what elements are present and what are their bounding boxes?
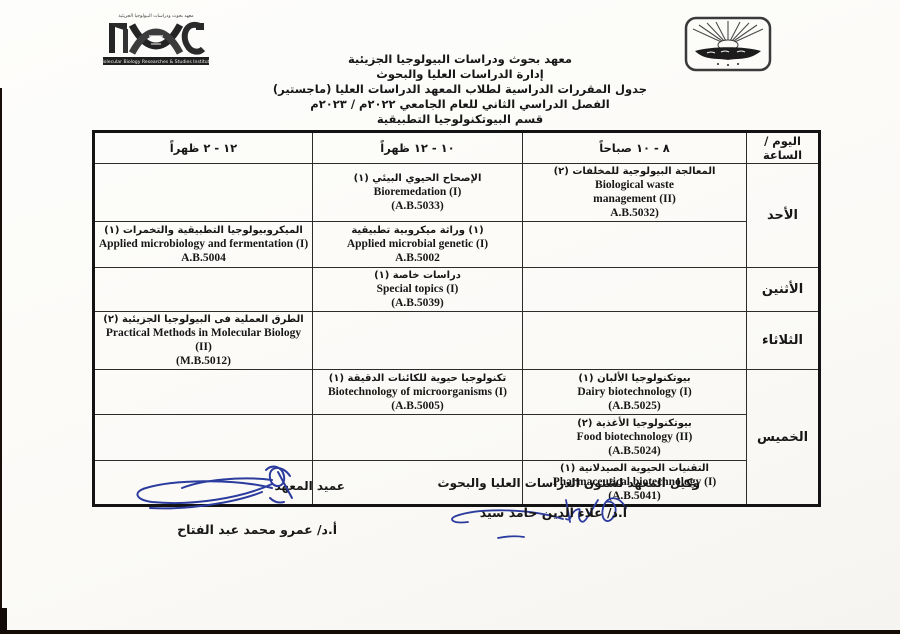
course-english: Special topics (I) bbox=[376, 283, 459, 295]
empty-cell bbox=[312, 460, 523, 506]
course-code: A.B.5032) bbox=[610, 207, 659, 219]
empty-cell bbox=[312, 311, 523, 370]
header-slot-8-10: ٨ - ١٠ صباحاً bbox=[522, 131, 747, 164]
table-row: الثلاثاء الطرق العملية فى البيولوجيا الج… bbox=[93, 311, 820, 370]
course-code: (M.B.5012) bbox=[176, 355, 231, 367]
day-cell-sunday: الأحد bbox=[746, 163, 820, 268]
header-semester-line: الفصل الدراسي الثاني للعام الجامعي ٢٠٢٢م… bbox=[310, 97, 610, 111]
empty-cell bbox=[522, 311, 747, 370]
dean-signature bbox=[136, 465, 293, 510]
course-code: (A.B.5025) bbox=[608, 399, 661, 412]
course-code: (A.B.5041) bbox=[608, 490, 661, 502]
empty-cell bbox=[522, 267, 747, 312]
course-english: Biotechnology of microorganisms (I) bbox=[328, 385, 507, 398]
course-schedule-table: اليوم / الساعة ٨ - ١٠ صباحاً ١٠ - ١٢ ظهر… bbox=[92, 130, 821, 507]
empty-cell bbox=[522, 221, 747, 268]
dean-title: عميد المعهد bbox=[274, 479, 345, 493]
course-english: Pharmaceutical biotechnology (I) bbox=[552, 476, 717, 488]
course-arabic: التقنيات الحيوية الصيدلانية (١) bbox=[560, 463, 709, 474]
header-slot-12-2: ١٢ - ٢ ظهراً bbox=[93, 131, 313, 164]
course-english: Applied microbiology and fermentation (I… bbox=[98, 238, 309, 250]
table-row: بيوتكنولوجيا الأغذية (٢) Food biotechnol… bbox=[93, 414, 820, 461]
vice-dean-title: وكيل المعهد لشئون الدراسات العليا والبحو… bbox=[437, 476, 700, 490]
header-slot-10-12: ١٠ - ١٢ ظهراً bbox=[312, 131, 523, 164]
institute-logo-caption-top: معهد بحوث ودراسات البيولوجيا الجزيئية bbox=[118, 14, 194, 19]
empty-cell bbox=[93, 267, 313, 312]
course-cell-practical-methods: الطرق العملية فى البيولوجيا الجزيئية (٢)… bbox=[93, 311, 313, 370]
university-logo-icon bbox=[684, 16, 772, 72]
course-arabic: (١) وراثة ميكروبية تطبيقية bbox=[351, 225, 484, 236]
empty-cell bbox=[93, 414, 313, 461]
course-cell-dairy-biotechnology: بيوتكنولوجيا الألبان (١) Dairy biotechno… bbox=[522, 369, 747, 415]
course-english: Bioremedation (I) bbox=[373, 186, 462, 198]
empty-cell bbox=[312, 414, 523, 461]
scan-edge-bottom bbox=[0, 630, 900, 634]
day-cell-monday: الأثنين bbox=[746, 267, 820, 312]
table-header-row: اليوم / الساعة ٨ - ١٠ صباحاً ١٠ - ١٢ ظهر… bbox=[93, 131, 820, 164]
course-arabic: تكنولوجيا حيوية للكائنات الدقيقة (١) bbox=[328, 372, 507, 384]
course-cell-special-topics: دراسات خاصة (١) Special topics (I) (A.B.… bbox=[312, 267, 523, 312]
course-cell-applied-microbiology: الميكروبيولوجيا التطبيقية والتخمرات (١) … bbox=[93, 221, 313, 268]
course-english: Biological waste management (II) bbox=[593, 179, 676, 205]
course-code: (A.B.5005) bbox=[391, 399, 444, 412]
dean-name: أ.د/ عمرو محمد عبد الفتاح bbox=[177, 522, 337, 537]
course-english: Applied microbial genetic (I) bbox=[346, 238, 489, 250]
empty-cell bbox=[93, 369, 313, 415]
course-code: A.B.5002 bbox=[395, 252, 440, 264]
course-cell-food-biotechnology: بيوتكنولوجيا الأغذية (٢) Food biotechnol… bbox=[522, 414, 747, 461]
course-arabic: الميكروبيولوجيا التطبيقية والتخمرات (١) bbox=[104, 225, 303, 236]
course-cell-biological-waste: المعالجة البيولوجية للمخلفات (٢) Biologi… bbox=[522, 163, 747, 222]
table-row: (١) وراثة ميكروبية تطبيقية Applied micro… bbox=[93, 221, 820, 268]
header-administration-line: إدارة الدراسات العليا والبحوث bbox=[376, 67, 544, 81]
course-cell-pharmaceutical-biotechnology: التقنيات الحيوية الصيدلانية (١) Pharmace… bbox=[522, 460, 747, 506]
empty-cell bbox=[93, 163, 313, 222]
course-code: (A.B.5024) bbox=[608, 445, 661, 457]
course-code: A.B.5004 bbox=[181, 252, 226, 264]
vice-dean-name: أ.د/ علاء الدين حامد سيد bbox=[479, 505, 627, 520]
course-arabic: بيوتكنولوجيا الألبان (١) bbox=[578, 372, 691, 384]
header-day-hour: اليوم / الساعة bbox=[746, 131, 820, 164]
header-department-line: قسم البيوتكنولوجيا التطبيقية bbox=[376, 112, 544, 126]
document-header: معهد بحوث ودراسات البيولوجيا الجزيئية إد… bbox=[225, 52, 695, 127]
table-row: الخميس بيوتكنولوجيا الألبان (١) Dairy bi… bbox=[93, 369, 820, 506]
table-row: الأحد المعالجة البيولوجية للمخلفات (٢) B… bbox=[93, 163, 820, 268]
institute-logo-caption-bottom: Molecular Biology Researches & Studies I… bbox=[100, 59, 213, 65]
header-institute-line: معهد بحوث ودراسات البيولوجيا الجزيئية bbox=[347, 52, 573, 66]
course-arabic: بيوتكنولوجيا الأغذية (٢) bbox=[577, 418, 692, 429]
course-arabic: المعالجة البيولوجية للمخلفات (٢) bbox=[553, 166, 716, 177]
course-english: Dairy biotechnology (I) bbox=[577, 385, 692, 398]
day-cell-thursday: الخميس bbox=[746, 369, 820, 506]
scan-edge-left bbox=[0, 88, 2, 634]
day-cell-tuesday: الثلاثاء bbox=[746, 311, 820, 370]
scan-edge-corner bbox=[0, 608, 7, 634]
course-english: Food biotechnology (II) bbox=[576, 431, 693, 443]
course-arabic: دراسات خاصة (١) bbox=[374, 270, 461, 281]
course-arabic: الطرق العملية فى البيولوجيا الجزيئية (٢) bbox=[103, 314, 304, 325]
course-code: (A.B.5033) bbox=[391, 200, 444, 212]
course-cell-microbial-genetics: (١) وراثة ميكروبية تطبيقية Applied micro… bbox=[312, 221, 523, 268]
course-cell-bioremediation: الإصحاح الحيوي البيئي (١) Bioremedation … bbox=[312, 163, 523, 222]
course-code: (A.B.5039) bbox=[391, 297, 444, 309]
header-schedule-title-line: جدول المقررات الدراسية لطلاب المعهد الدر… bbox=[272, 82, 648, 96]
institute-logo-icon: معهد بحوث ودراسات البيولوجيا الجزيئية Mo… bbox=[100, 14, 213, 65]
vice-dean-signature bbox=[451, 497, 627, 539]
course-english: Practical Methods in Molecular Biology (… bbox=[105, 327, 302, 353]
table-row: الأثنين دراسات خاصة (١) Special topics (… bbox=[93, 267, 820, 312]
course-arabic: الإصحاح الحيوي البيئي (١) bbox=[353, 173, 482, 184]
course-cell-biotech-microorganisms: تكنولوجيا حيوية للكائنات الدقيقة (١) Bio… bbox=[312, 369, 523, 415]
